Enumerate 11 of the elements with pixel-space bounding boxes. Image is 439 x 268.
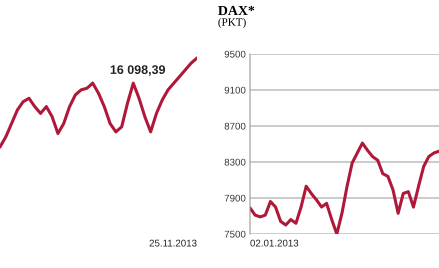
y-tick-label: 9500 [224,50,246,58]
y-tick-label: 8300 [224,158,246,166]
text: 25.11.2013 [150,240,197,247]
y-tick-label: 7900 [224,194,246,202]
text: 02.01.2013 [250,240,298,247]
chart-subtitle: (PKT) [218,18,246,28]
y-tick-label: 7500 [224,230,246,238]
annotation: 16 098,39 [110,65,166,76]
y-tick-label: 8700 [224,122,246,130]
y-tick-label: 9100 [224,86,246,94]
chart-title: DAX* [218,6,254,16]
